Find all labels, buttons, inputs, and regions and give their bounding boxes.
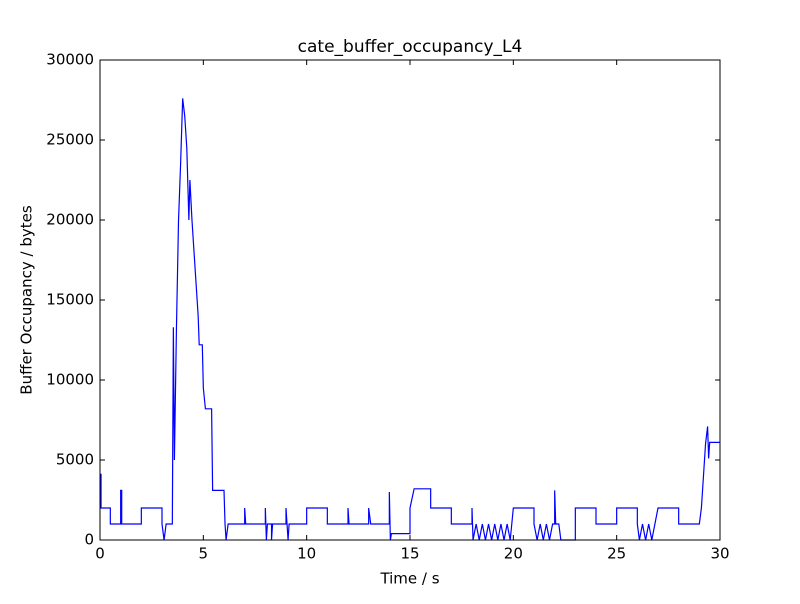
x-tick-label: 0 [95, 545, 105, 563]
y-tick-label: 0 [84, 531, 94, 549]
x-axis-label: Time / s [379, 570, 439, 588]
chart-title: cate_buffer_occupancy_L4 [298, 37, 523, 57]
x-tick-label: 25 [607, 545, 626, 563]
x-tick-label: 30 [710, 545, 729, 563]
y-tick-label: 5000 [56, 451, 94, 469]
x-tick-label: 20 [504, 545, 523, 563]
plot-frame [99, 59, 721, 541]
data-line [100, 98, 720, 541]
y-tick-label: 20000 [46, 211, 94, 229]
x-tick-label: 10 [297, 545, 316, 563]
x-tick-label: 5 [199, 545, 209, 563]
y-tick-label: 15000 [46, 291, 94, 309]
y-tick-label: 10000 [46, 371, 94, 389]
x-tick-label: 15 [400, 545, 419, 563]
y-tick-label: 30000 [46, 51, 94, 69]
y-tick-label: 25000 [46, 131, 94, 149]
y-axis-label: Buffer Occupancy / bytes [18, 205, 36, 395]
